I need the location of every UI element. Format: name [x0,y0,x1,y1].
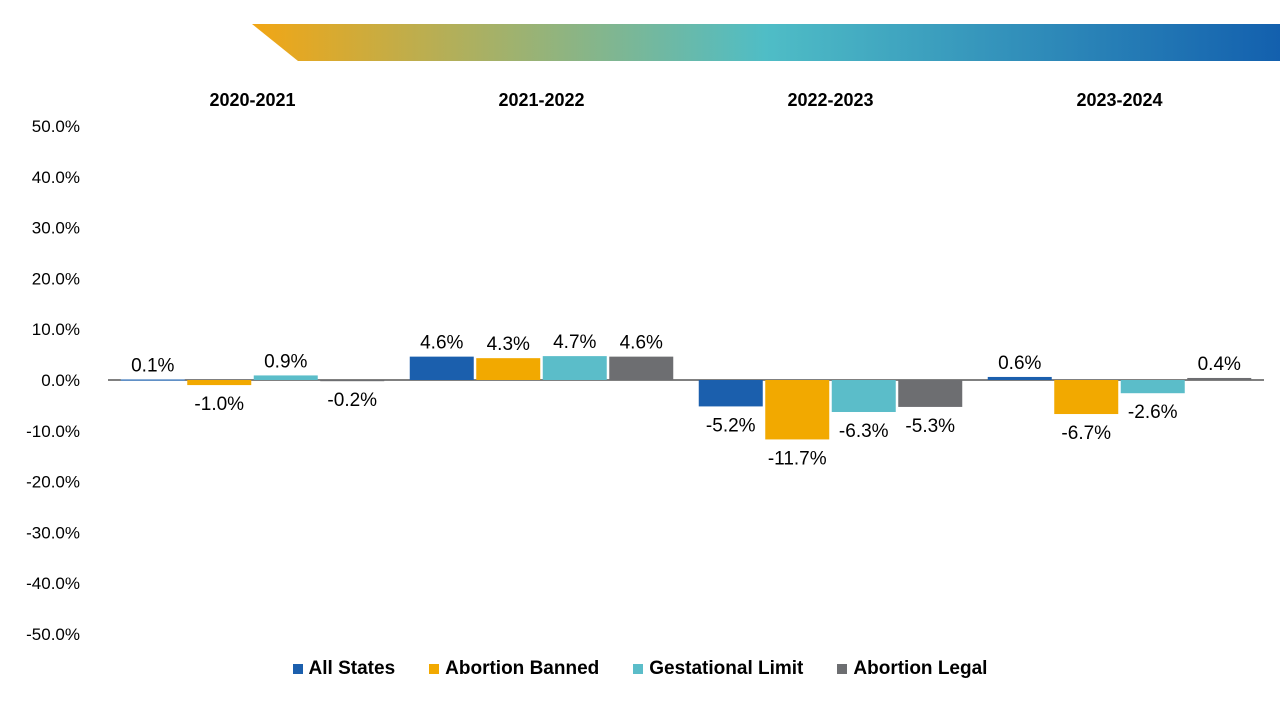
banner-shape [252,24,1280,61]
category-labels: 2020-2021 2021-2022 2022-2023 2023-2024 [209,90,1162,110]
legend-item: All States [292,658,396,680]
y-tick-label: 40.0% [32,168,80,187]
legend-label: Abortion Legal [853,658,988,679]
bar [1054,380,1119,415]
y-tick-label: -40.0% [26,574,80,593]
data-label: -5.2% [706,415,756,436]
category-label: 2022-2023 [787,90,873,110]
data-label: -11.7% [768,448,827,469]
y-tick-label: -50.0% [26,625,80,644]
y-tick-label: 20.0% [32,269,80,288]
data-label: 4.7% [553,332,596,353]
legend-label: Gestational Limit [649,658,804,679]
bar [765,380,830,440]
bar [542,356,607,380]
y-tick-label: 10.0% [32,320,80,339]
data-label: 0.4% [1198,354,1241,375]
y-tick-label: -30.0% [26,523,80,542]
y-tick-label: 50.0% [32,117,80,136]
bar [987,376,1052,380]
y-tick-label: -20.0% [26,473,80,492]
y-tick-label: -10.0% [26,422,80,441]
legend-item: Abortion Legal [837,658,987,680]
data-label: 0.9% [264,351,307,372]
bar [698,380,763,407]
category-label: 2023-2024 [1076,90,1162,110]
data-label: 4.3% [487,334,530,355]
data-label: -2.6% [1128,402,1178,423]
bar [898,380,963,407]
legend-swatch [633,664,644,674]
legend-swatch [429,664,440,674]
y-axis: 50.0% 40.0% 30.0% 20.0% 10.0% 0.0% -10.0% -20.0… [26,117,80,644]
data-label: -5.3% [905,416,955,437]
legend-swatch [292,664,303,674]
header-gradient-banner [252,24,1280,61]
bar [1120,380,1185,394]
legend-label: Abortion Banned [445,658,600,679]
bar [409,356,474,380]
bar [1187,377,1252,380]
legend-label: All States [308,658,396,679]
data-label: 4.6% [420,333,463,354]
y-tick-label: 30.0% [32,219,80,238]
data-label: 4.6% [620,333,663,354]
bar [476,358,541,380]
bar [831,380,896,413]
legend-item: Abortion Banned [429,658,599,680]
y-tick-label: 0.0% [41,371,80,390]
category-label: 2020-2021 [209,90,295,110]
bar [609,356,674,380]
bars [120,356,1252,440]
bar [120,379,185,381]
bar [187,380,252,386]
data-label: -0.2% [327,390,377,411]
legend-swatch [837,664,848,674]
legend: All States Abortion Banned Gestational Lim… [0,656,1280,682]
data-label: -1.0% [194,394,244,415]
bar [253,375,318,380]
data-labels: 0.1%-1.0%0.9%-0.2%4.6% 4.3% 4.7% 4.6%-5.2%-… [131,332,1241,469]
data-label: 0.6% [998,353,1041,374]
legend-item: Gestational Limit [633,658,803,680]
data-label: 0.1% [131,355,174,376]
category-label: 2021-2022 [498,90,584,110]
data-label: -6.7% [1061,423,1111,444]
data-label: -6.3% [839,421,889,442]
bar [320,380,385,382]
